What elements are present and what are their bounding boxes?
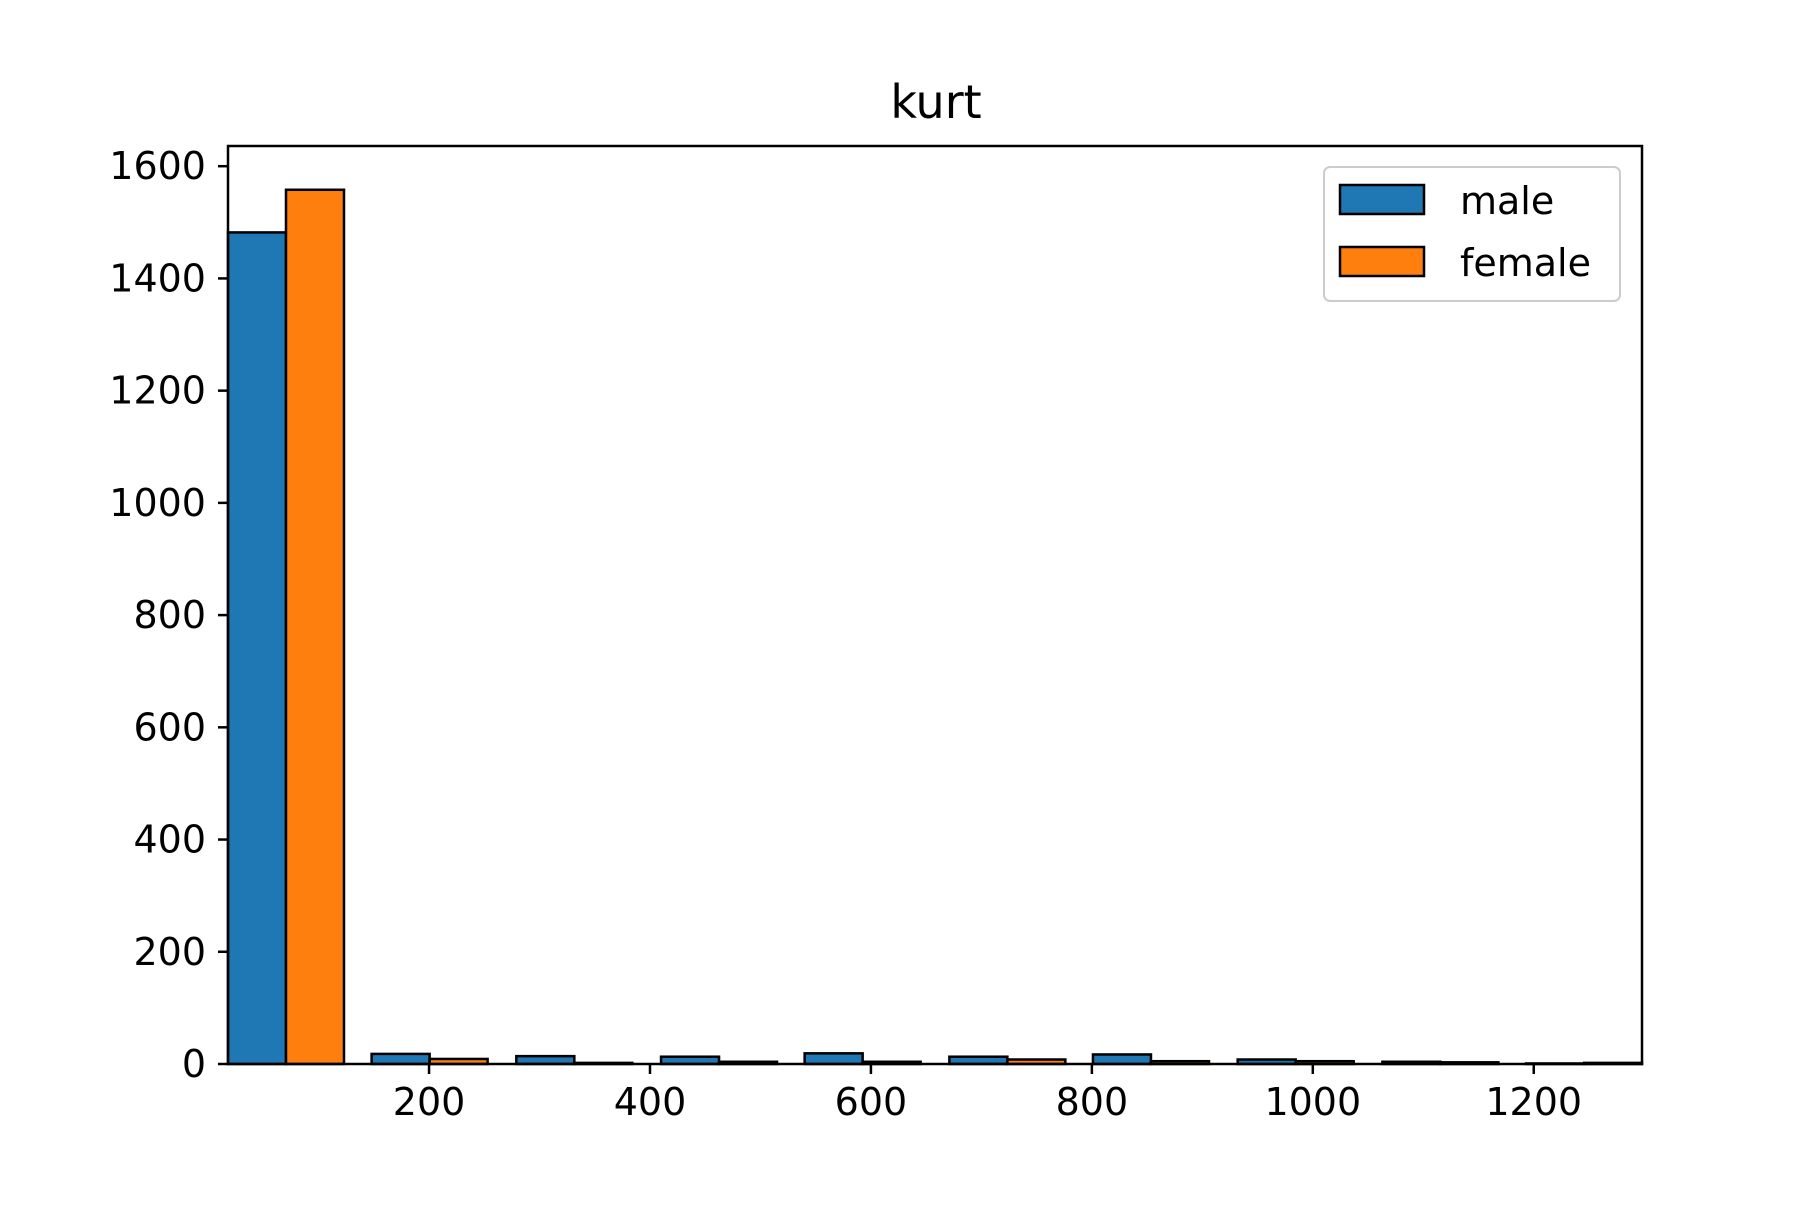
chart-title: kurt: [890, 75, 981, 129]
y-tick-label-1000: 1000: [109, 481, 206, 525]
plot-area-frame: [226, 144, 1644, 1066]
y-tick-label-0: 0: [182, 1042, 206, 1086]
legend-swatch-female: [1338, 245, 1426, 278]
y-tick-label-200: 200: [133, 930, 206, 974]
x-tick-label-200: 200: [393, 1080, 466, 1124]
legend-label-female: female: [1460, 241, 1591, 285]
bar-male-bin-1: [370, 1052, 431, 1066]
y-tick-label-1200: 1200: [109, 369, 206, 413]
legend: male female: [1323, 166, 1621, 302]
bars-layer: [226, 188, 1644, 1066]
bar-female-bin-0: [284, 188, 346, 1066]
legend-swatch-male: [1338, 183, 1426, 216]
x-tick-label-400: 400: [614, 1080, 687, 1124]
x-tick-label-1200: 1200: [1485, 1080, 1582, 1124]
y-tick-label-1600: 1600: [109, 144, 206, 188]
legend-label-male: male: [1460, 179, 1554, 223]
bar-male-bin-6: [1091, 1053, 1153, 1066]
y-axis: 0 200 400 600 800 1000 1200 1400 1600: [109, 144, 228, 1086]
y-tick-label-1400: 1400: [109, 256, 206, 300]
x-tick-label-600: 600: [835, 1080, 908, 1124]
y-tick-label-400: 400: [133, 818, 206, 862]
x-tick-label-1000: 1000: [1264, 1080, 1361, 1124]
x-tick-label-800: 800: [1056, 1080, 1129, 1124]
bar-male-bin-0: [226, 231, 288, 1066]
x-axis: 200 400 600 800 1000 1200: [393, 1064, 1582, 1124]
y-tick-label-800: 800: [133, 593, 206, 637]
y-tick-label-600: 600: [133, 705, 206, 749]
bar-male-bin-4: [803, 1052, 864, 1066]
